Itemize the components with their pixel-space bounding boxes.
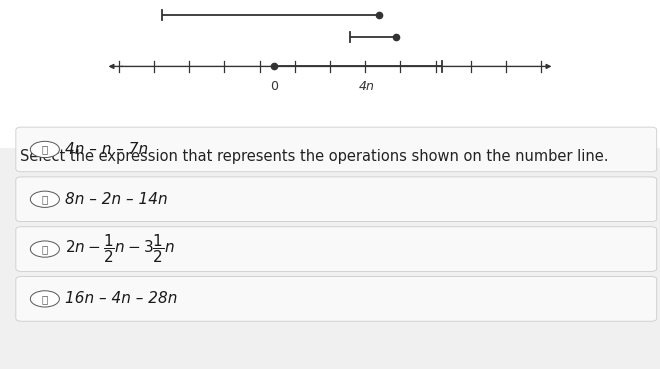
Text: 4n: 4n: [358, 80, 374, 93]
Circle shape: [30, 291, 59, 307]
Circle shape: [30, 141, 59, 158]
Circle shape: [30, 191, 59, 207]
Text: $2n - \dfrac{1}{2}n - 3\dfrac{1}{2}n$: $2n - \dfrac{1}{2}n - 3\dfrac{1}{2}n$: [65, 233, 175, 265]
Text: 0: 0: [270, 80, 278, 93]
Text: Ⓐ: Ⓐ: [42, 144, 48, 155]
Text: Ⓑ: Ⓑ: [42, 194, 48, 204]
FancyBboxPatch shape: [16, 277, 657, 321]
Text: 16n – 4n – 28n: 16n – 4n – 28n: [65, 292, 177, 306]
Text: Ⓓ: Ⓓ: [42, 294, 48, 304]
FancyBboxPatch shape: [16, 127, 657, 172]
FancyBboxPatch shape: [16, 177, 657, 221]
Text: 4n – n – 7n: 4n – n – 7n: [65, 142, 148, 157]
FancyBboxPatch shape: [16, 227, 657, 272]
FancyBboxPatch shape: [0, 0, 660, 148]
Circle shape: [30, 241, 59, 257]
Text: Ⓒ: Ⓒ: [42, 244, 48, 254]
Text: 8n – 2n – 14n: 8n – 2n – 14n: [65, 192, 167, 207]
Text: Select the expression that represents the operations shown on the number line.: Select the expression that represents th…: [20, 149, 609, 165]
